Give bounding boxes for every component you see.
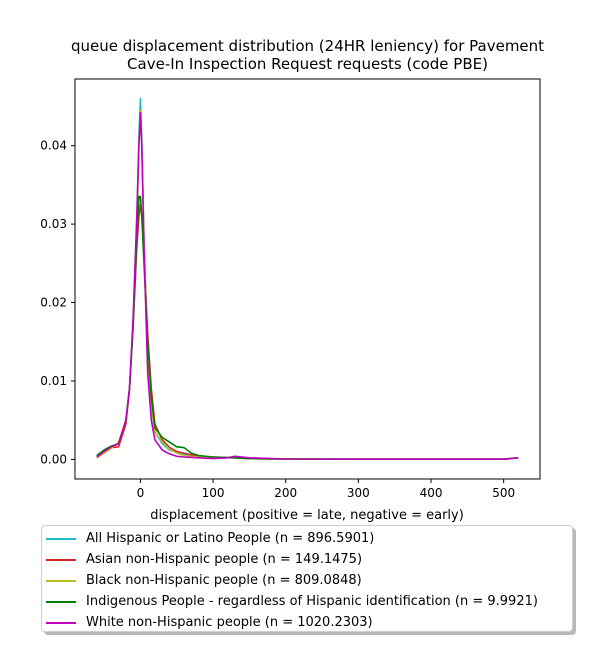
chart-title: queue displacement distribution (24HR le… <box>0 37 600 73</box>
chart-title-line-2: Cave-In Inspection Request requests (cod… <box>127 55 488 73</box>
legend-swatch <box>46 621 76 624</box>
series-line-1 <box>96 203 519 461</box>
legend-swatch <box>46 579 76 582</box>
series-line-3 <box>96 195 519 461</box>
legend-item-4: White non-Hispanic people (n = 1020.2303… <box>46 612 373 633</box>
series-line-2 <box>96 109 519 461</box>
y-tick-label: 0.02 <box>40 296 67 310</box>
legend-item-3: Indigenous People - regardless of Hispan… <box>46 591 538 612</box>
x-tick-label: 200 <box>274 486 297 500</box>
x-tick-label: 0 <box>137 486 145 500</box>
series-lines <box>96 97 519 461</box>
legend-swatch <box>46 537 76 540</box>
y-tick-label: 0.03 <box>40 217 67 231</box>
legend-label: All Hispanic or Latino People (n = 896.5… <box>86 531 375 546</box>
legend-swatch <box>46 600 76 603</box>
chart-title-line-1: queue displacement distribution (24HR le… <box>70 37 545 55</box>
x-tick-label: 400 <box>420 486 443 500</box>
x-axis: 0 100 200 300 400 500 <box>137 479 515 500</box>
legend-label: Black non-Hispanic people (n = 809.0848) <box>86 573 362 588</box>
y-axis: 0.00 0.01 0.02 0.03 0.04 <box>40 139 75 466</box>
series-line-4 <box>96 111 519 461</box>
x-tick-label: 300 <box>347 486 370 500</box>
legend-label: White non-Hispanic people (n = 1020.2303… <box>86 615 373 630</box>
x-tick-label: 500 <box>492 486 515 500</box>
x-tick-label: 100 <box>202 486 225 500</box>
y-tick-label: 0.01 <box>40 374 67 388</box>
y-tick-label: 0.04 <box>40 139 67 153</box>
legend-swatch <box>46 558 76 561</box>
legend-item-0: All Hispanic or Latino People (n = 896.5… <box>46 528 374 549</box>
legend: All Hispanic or Latino People (n = 896.5… <box>41 525 573 632</box>
legend-item-2: Black non-Hispanic people (n = 809.0848) <box>46 570 362 591</box>
plot-area-frame <box>74 78 541 480</box>
legend-label: Indigenous People - regardless of Hispan… <box>86 594 538 609</box>
legend-label: Asian non-Hispanic people (n = 149.1475) <box>86 552 363 567</box>
x-axis-label: displacement (positive = late, negative … <box>150 508 464 523</box>
series-line-0 <box>96 97 519 461</box>
legend-item-1: Asian non-Hispanic people (n = 149.1475) <box>46 549 362 570</box>
y-tick-label: 0.00 <box>40 452 67 466</box>
